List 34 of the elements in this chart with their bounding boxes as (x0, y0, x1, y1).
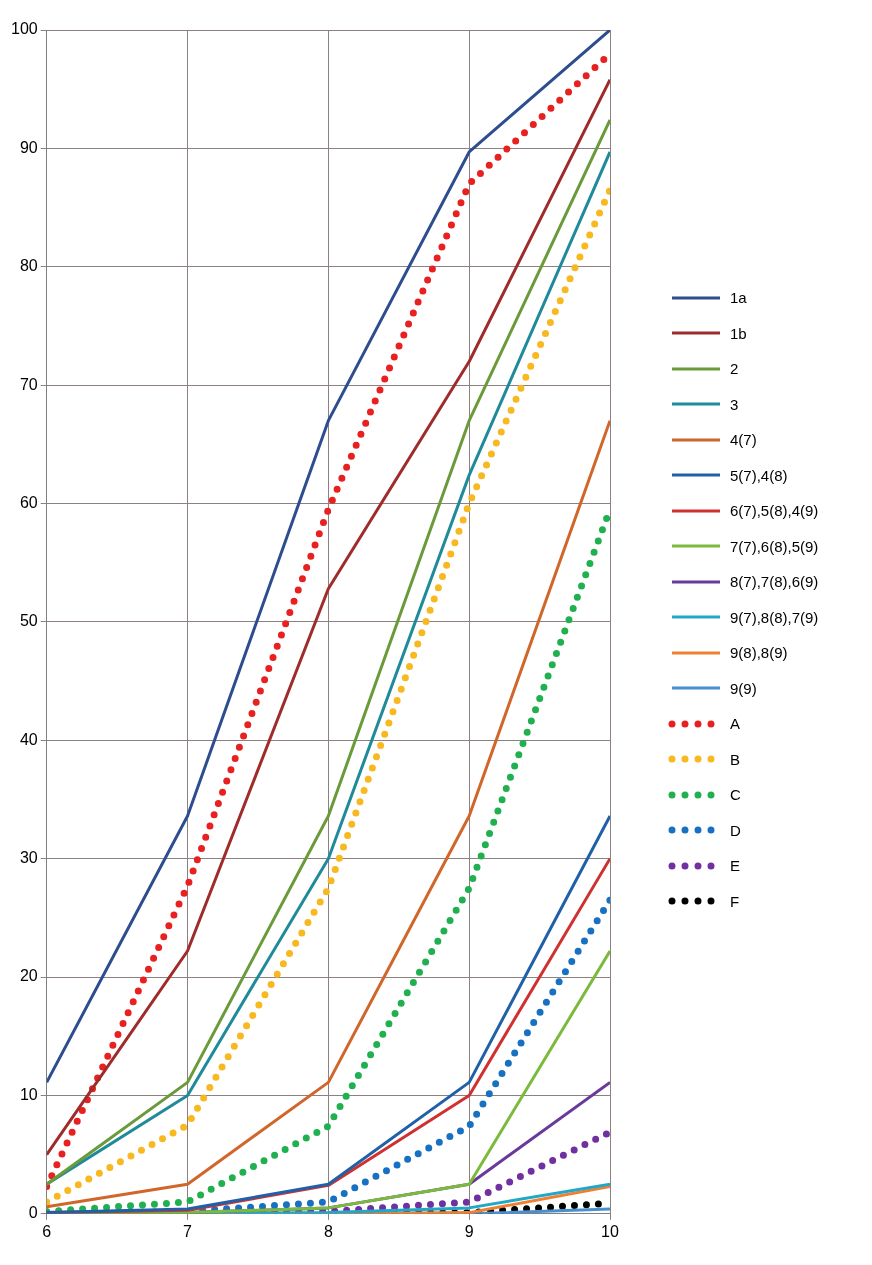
y-tick-label: 40 (19, 730, 38, 748)
legend-label: 1a (730, 289, 747, 307)
y-tick-label: 10 (19, 1085, 38, 1103)
legend-label: 9(7),8(8),7(9) (730, 608, 819, 626)
x-tick-label: 7 (183, 1222, 193, 1240)
y-tick-label: 70 (19, 375, 38, 393)
x-tick-label: 8 (323, 1222, 333, 1240)
y-tick-label: 30 (19, 849, 38, 867)
y-tick-label: 20 (19, 967, 38, 985)
y-tick-label: 50 (19, 612, 38, 630)
legend-label: 9(9) (730, 679, 757, 697)
legend-label: E (730, 857, 741, 875)
x-tick-label: 6 (42, 1222, 52, 1240)
y-tick-label: 90 (19, 138, 38, 156)
x-tick-label: 10 (601, 1222, 619, 1240)
y-tick-label: 100 (10, 20, 38, 38)
legend-label: D (730, 821, 741, 839)
legend-label: 3 (730, 395, 739, 413)
y-tick-label: 80 (19, 257, 38, 275)
y-tick-label: 0 (28, 1204, 38, 1222)
legend-label: 8(7),7(8),6(9) (730, 573, 819, 591)
legend-label: 1b (730, 324, 747, 342)
legend-label: C (730, 786, 741, 804)
legend-label: 4(7) (730, 431, 757, 449)
legend-label: 5(7),4(8) (730, 466, 788, 484)
legend-label: 7(7),6(8),5(9) (730, 537, 819, 555)
legend-label: 2 (730, 360, 739, 378)
legend-label: 9(8),8(9) (730, 644, 788, 662)
y-tick-label: 60 (19, 493, 38, 511)
legend-label: A (730, 715, 741, 733)
legend-label: 6(7),5(8),4(9) (730, 502, 819, 520)
x-tick-label: 9 (464, 1222, 474, 1240)
legend-label: F (730, 892, 740, 910)
legend-label: B (730, 750, 741, 768)
